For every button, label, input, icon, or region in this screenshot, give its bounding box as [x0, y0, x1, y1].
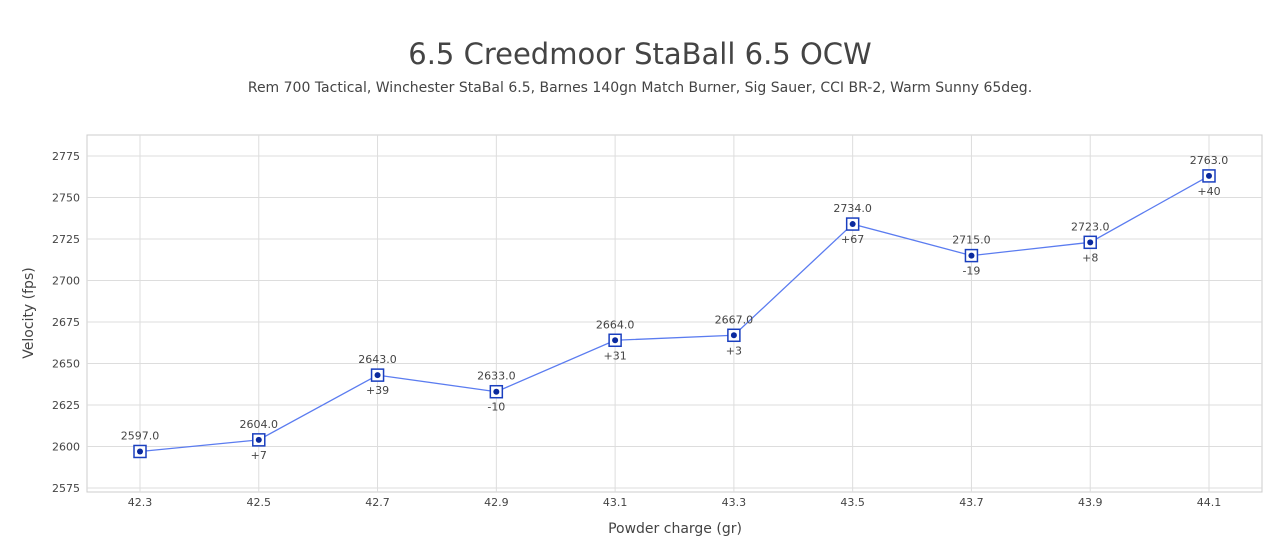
x-tick-label: 42.5	[247, 496, 272, 509]
value-label: 2763.0	[1190, 154, 1229, 167]
diff-label: +67	[841, 233, 864, 246]
x-tick-label: 42.7	[365, 496, 390, 509]
data-point	[374, 372, 381, 379]
value-label: 2723.0	[1071, 220, 1110, 233]
chart-subtitle: Rem 700 Tactical, Winchester StaBal 6.5,…	[248, 80, 1032, 96]
data-point	[1206, 172, 1212, 179]
plot-area	[86, 134, 1263, 493]
series-line	[139, 175, 1210, 453]
y-axis-label: Velocity (fps)	[21, 267, 37, 358]
value-label: 2734.0	[833, 202, 872, 215]
x-tick-label: 43.5	[840, 496, 865, 509]
y-tick-label: 2575	[52, 482, 80, 495]
y-tick-label: 2600	[52, 441, 80, 454]
data-point	[968, 252, 975, 259]
diff-label: -19	[962, 265, 980, 278]
diff-label: +8	[1082, 251, 1098, 264]
value-label: 2597.0	[121, 429, 160, 442]
data-point	[612, 337, 619, 344]
data-point	[255, 436, 262, 443]
x-tick-label: 44.1	[1197, 496, 1222, 509]
chart-title: 6.5 Creedmoor StaBall 6.5 OCW	[408, 37, 871, 71]
y-tick-label: 2650	[52, 358, 80, 371]
x-tick-label: 43.1	[603, 496, 628, 509]
diff-label: +31	[604, 349, 627, 362]
y-tick-label: 2625	[52, 399, 80, 412]
value-label: 2667.0	[715, 313, 754, 326]
diff-label: +7	[251, 449, 267, 462]
x-axis-label: Powder charge (gr)	[608, 521, 742, 537]
x-tick-label: 42.9	[484, 496, 509, 509]
y-tick-label: 2750	[52, 192, 80, 205]
data-point	[1087, 239, 1094, 246]
x-tick-label: 42.3	[128, 496, 153, 509]
value-label: 2715.0	[952, 234, 991, 247]
data-point	[730, 332, 737, 339]
y-tick-label: 2725	[52, 233, 80, 246]
diff-label: +40	[1197, 185, 1220, 198]
diff-label: +3	[726, 344, 742, 357]
data-point	[137, 448, 143, 455]
data-point	[849, 221, 856, 228]
value-label: 2604.0	[240, 418, 279, 431]
y-tick-label: 2675	[52, 316, 80, 329]
value-label: 2643.0	[358, 353, 397, 366]
x-tick-label: 43.9	[1078, 496, 1103, 509]
y-tick-label: 2700	[52, 275, 80, 288]
y-tick-label: 2775	[52, 150, 80, 163]
data-point	[493, 388, 500, 395]
diff-label: +39	[366, 384, 389, 397]
x-tick-label: 43.7	[959, 496, 984, 509]
diff-label: -10	[487, 401, 505, 414]
x-tick-label: 43.3	[722, 496, 747, 509]
value-label: 2633.0	[477, 370, 516, 383]
value-label: 2664.0	[596, 318, 635, 331]
